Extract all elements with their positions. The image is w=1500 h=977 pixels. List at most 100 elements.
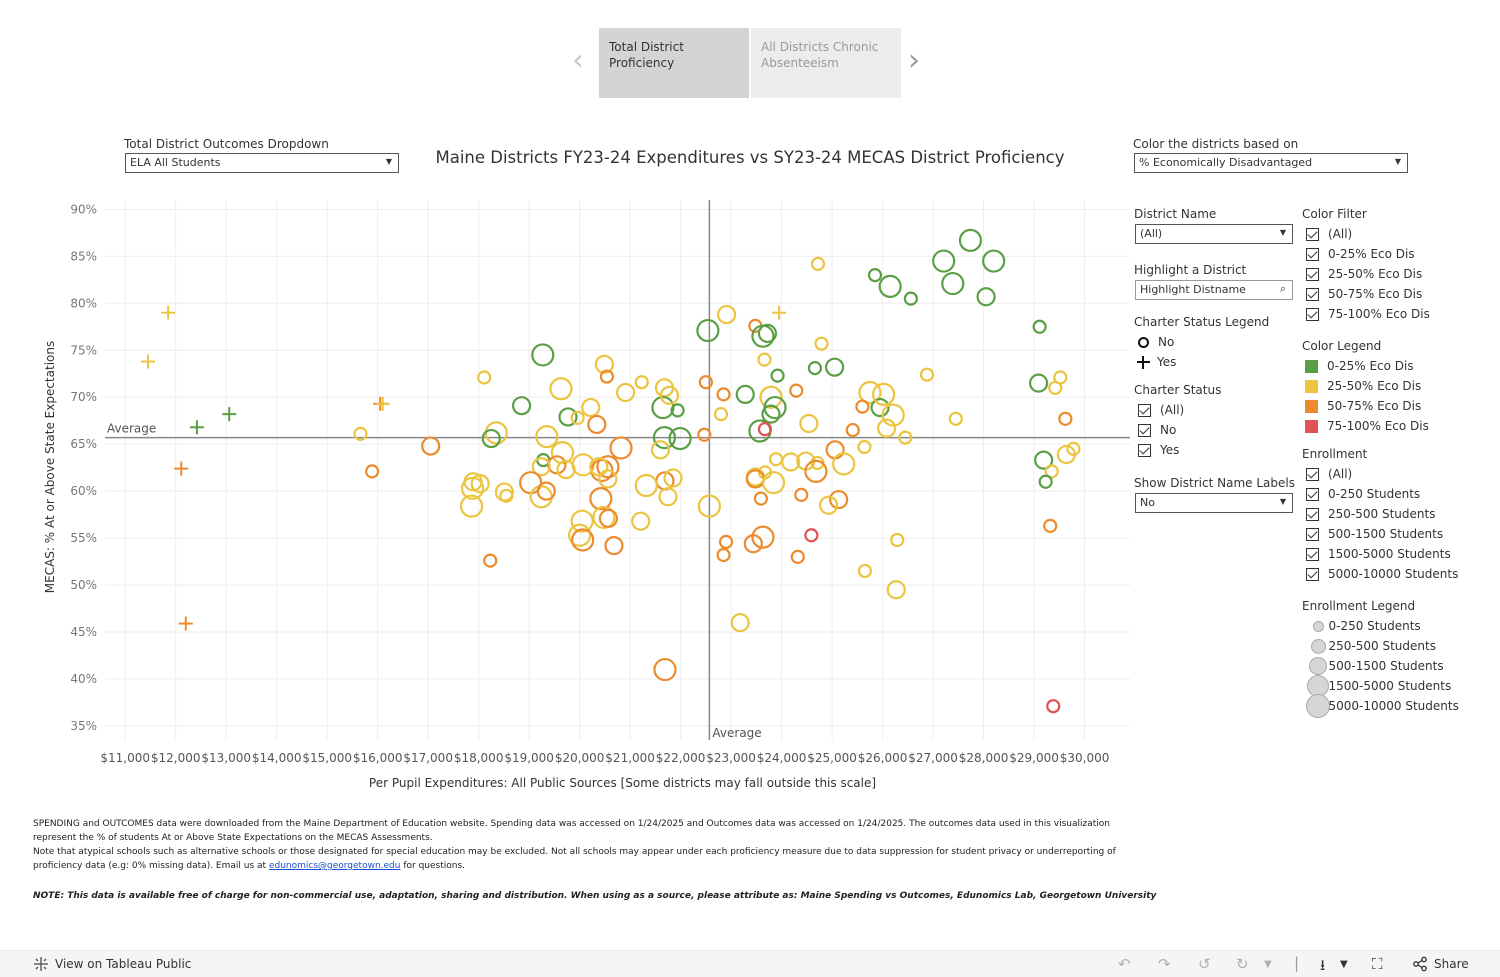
checkbox-checked-icon[interactable] (1306, 287, 1319, 301)
enrollment-legend-label-text: 5000-10000 Students (1328, 699, 1459, 713)
district-point (881, 403, 905, 427)
checkbox-checked-icon[interactable] (1306, 467, 1319, 481)
show-labels-dropdown[interactable]: No ▼ (1135, 493, 1293, 513)
color-filter-checkbox[interactable]: 0-25% Eco Dis (1306, 245, 1415, 263)
district-point (652, 426, 677, 450)
y-tick-label: 60% (70, 484, 97, 498)
chevron-right-icon[interactable]: › (908, 43, 920, 78)
revert-icon[interactable]: ↺ (1198, 955, 1211, 973)
charter-status-label: Charter Status (1134, 383, 1222, 397)
district-point (1058, 411, 1073, 426)
color-filter-checkbox[interactable]: (All) (1306, 225, 1352, 243)
checkbox-checked-icon[interactable] (1306, 527, 1319, 541)
checkbox-checked-icon[interactable] (1138, 403, 1151, 417)
view-on-tableau-link[interactable]: View on Tableau Public (33, 956, 191, 972)
chevron-down-icon[interactable]: ▼ (1340, 959, 1348, 970)
enrollment-checkbox[interactable]: 1500-5000 Students (1306, 545, 1451, 563)
district-point (668, 426, 692, 451)
divider-icon: | (1294, 954, 1300, 972)
story-point-chronic-absenteeism[interactable]: All Districts Chronic Absenteeism (751, 28, 901, 98)
checkbox-checked-icon[interactable] (1306, 307, 1319, 321)
checkbox-checked-icon[interactable] (1306, 547, 1319, 561)
district-name-dropdown[interactable]: (All) ▼ (1135, 224, 1293, 244)
y-tick-label: 85% (70, 249, 97, 263)
y-axis-title: MECAS: % At or Above State Expectations (43, 341, 57, 593)
outcomes-dropdown-label: Total District Outcomes Dropdown (124, 137, 329, 151)
y-tick-label: 50% (70, 578, 97, 592)
enrollment-option-label: 500-1500 Students (1328, 527, 1444, 541)
search-icon[interactable]: ⌕ (1279, 282, 1286, 295)
color-by-dropdown[interactable]: % Economically Disadvantaged ▼ (1134, 153, 1408, 173)
notes-spending: SPENDING and OUTCOMES data were download… (33, 819, 1110, 843)
chevron-down-icon[interactable]: ▼ (1264, 959, 1272, 970)
scatter-chart: $11,000 $12,000 $13,000 $14,000 $15,000 $16,0… (43, 200, 1130, 790)
district-point (832, 452, 856, 476)
enrollment-checkbox[interactable]: 0-250 Students (1306, 485, 1420, 503)
district-point (598, 508, 619, 528)
caret-down-icon: ▼ (385, 157, 392, 166)
checkbox-checked-icon[interactable] (1306, 487, 1319, 501)
y-tick-label: 65% (70, 437, 97, 451)
district-point (1032, 319, 1047, 334)
chevron-left-icon[interactable]: ‹ (572, 43, 584, 78)
district-point (871, 382, 896, 406)
email-link[interactable]: edunomics@georgetown.edu (268, 861, 401, 871)
y-tick-label: 70% (70, 390, 97, 404)
color-filter-checkbox[interactable]: 25-50% Eco Dis (1306, 265, 1422, 283)
district-point (976, 287, 996, 307)
checkbox-checked-icon[interactable] (1306, 247, 1319, 261)
outcomes-dropdown[interactable]: ELA All Students ▼ (125, 153, 399, 173)
color-filter-checkbox[interactable]: 50-75% Eco Dis (1306, 285, 1422, 303)
caret-down-icon: ▼ (1279, 228, 1286, 237)
redo-icon[interactable]: ↷ (1158, 955, 1171, 973)
color-by-value: % Economically Disadvantaged (1139, 156, 1313, 169)
checkbox-checked-icon[interactable] (1138, 423, 1151, 437)
color-swatch (1305, 419, 1318, 433)
district-point (650, 440, 671, 460)
district-point (531, 457, 551, 477)
enrollment-legend-label: Enrollment Legend (1302, 599, 1416, 613)
district-point (757, 352, 772, 367)
enrollment-checkbox[interactable]: 500-1500 Students (1306, 525, 1443, 543)
download-icon[interactable]: ⭳ (1320, 956, 1326, 974)
story-point-total-district-proficiency[interactable]: Total District Proficiency (599, 28, 749, 98)
district-point (615, 382, 636, 403)
charter-district-mark (178, 616, 193, 631)
highlight-input[interactable]: Highlight Distname ⌕ (1135, 280, 1293, 300)
enrollment-checkbox[interactable]: (All) (1306, 465, 1352, 483)
district-point (568, 523, 592, 547)
charter-status-checkbox[interactable]: (All) (1138, 401, 1184, 419)
color-filter-option-label: 25-50% Eco Dis (1328, 267, 1423, 281)
x-tick-label: $18,000 (454, 751, 504, 765)
enrollment-checkbox[interactable]: 5000-10000 Students (1306, 565, 1458, 583)
district-point (794, 487, 809, 502)
district-point (696, 318, 720, 343)
charter-status-checkbox[interactable]: Yes (1138, 441, 1179, 459)
charter-status-checkbox[interactable]: No (1138, 421, 1176, 439)
checkbox-checked-icon[interactable] (1306, 227, 1319, 241)
undo-icon[interactable]: ↶ (1118, 955, 1131, 973)
district-point (698, 375, 713, 390)
district-point (919, 367, 935, 382)
refresh-icon[interactable]: ↻ (1236, 955, 1249, 973)
district-point (857, 439, 872, 455)
checkbox-checked-icon[interactable] (1306, 507, 1319, 521)
y-tick-label: 90% (70, 202, 97, 216)
view-on-tableau-label: View on Tableau Public (55, 957, 192, 971)
enrollment-checkbox[interactable]: 250-500 Students (1306, 505, 1435, 523)
share-button[interactable]: Share (1412, 956, 1469, 972)
district-point (631, 511, 651, 531)
district-point (857, 563, 873, 579)
average-y-label: Average (107, 422, 156, 436)
color-filter-option-label: 50-75% Eco Dis (1328, 287, 1423, 301)
checkbox-checked-icon[interactable] (1138, 443, 1151, 457)
checkbox-checked-icon[interactable] (1306, 267, 1319, 281)
show-labels-label: Show District Name Labels (1134, 476, 1295, 490)
color-filter-checkbox[interactable]: 75-100% Eco Dis (1306, 305, 1430, 323)
color-filter-label: Color Filter (1302, 207, 1367, 221)
checkbox-checked-icon[interactable] (1306, 567, 1319, 581)
tableau-logo-icon (34, 957, 48, 971)
enrollment-option-label: 0-250 Students (1328, 487, 1421, 501)
fullscreen-icon[interactable]: ⛶ (1372, 955, 1383, 973)
color-swatch (1305, 379, 1318, 393)
